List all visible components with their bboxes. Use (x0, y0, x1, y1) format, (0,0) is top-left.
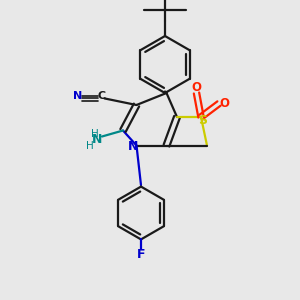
Text: H: H (91, 129, 98, 140)
Text: N: N (92, 133, 103, 146)
Text: F: F (137, 248, 145, 261)
Text: N: N (74, 91, 82, 101)
Text: O: O (219, 97, 230, 110)
Text: O: O (191, 81, 202, 94)
Text: N: N (128, 140, 139, 154)
Text: C: C (98, 91, 106, 101)
Text: H: H (85, 141, 93, 152)
Text: S: S (198, 114, 207, 127)
